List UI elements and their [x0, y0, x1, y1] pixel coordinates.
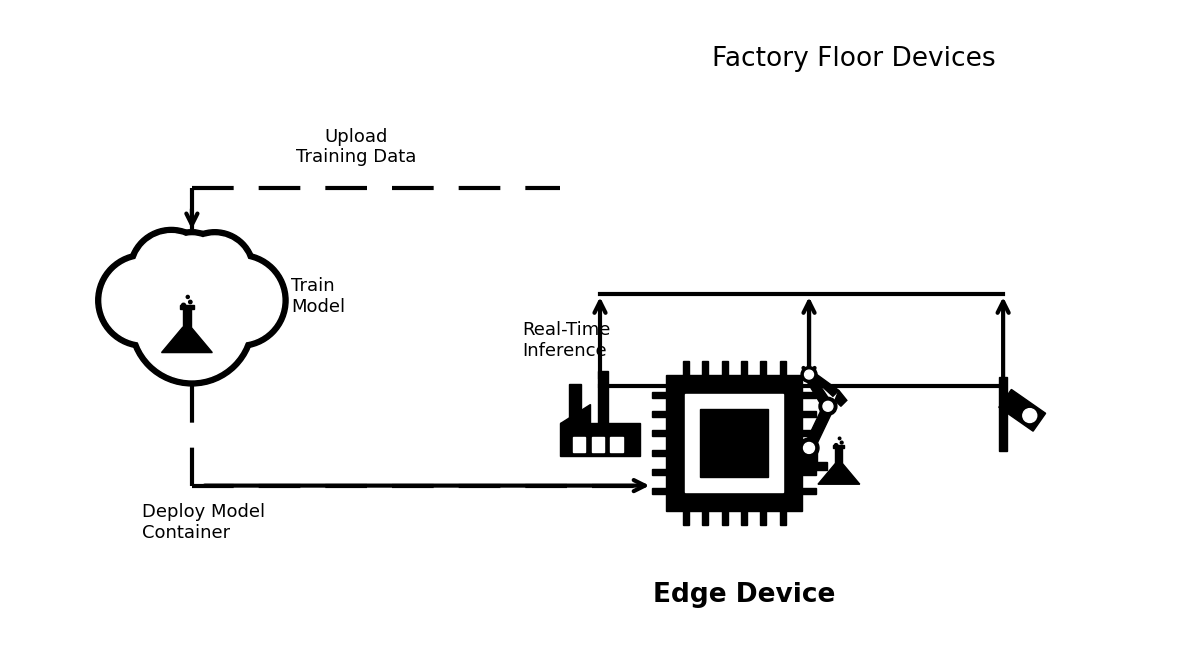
- Bar: [791, 462, 827, 470]
- Text: Edge Device: Edge Device: [653, 582, 835, 607]
- Circle shape: [180, 236, 250, 306]
- Bar: [702, 511, 708, 525]
- Bar: [1000, 376, 1007, 451]
- Bar: [666, 375, 803, 511]
- Bar: [803, 411, 816, 417]
- Circle shape: [192, 252, 288, 349]
- Bar: [572, 437, 586, 452]
- Polygon shape: [835, 391, 847, 406]
- Bar: [653, 469, 666, 475]
- Circle shape: [802, 367, 817, 382]
- Bar: [702, 361, 708, 375]
- Bar: [803, 392, 816, 398]
- Circle shape: [128, 260, 254, 386]
- Polygon shape: [809, 374, 839, 397]
- Bar: [182, 309, 191, 327]
- Bar: [685, 395, 784, 492]
- Bar: [683, 361, 689, 375]
- Circle shape: [818, 397, 836, 415]
- Bar: [833, 445, 845, 448]
- Bar: [721, 361, 727, 375]
- Polygon shape: [560, 404, 589, 423]
- Polygon shape: [818, 463, 859, 484]
- Circle shape: [186, 295, 190, 299]
- Circle shape: [102, 259, 186, 342]
- Bar: [721, 511, 727, 525]
- Circle shape: [840, 441, 844, 444]
- Bar: [180, 306, 193, 309]
- Polygon shape: [162, 327, 212, 352]
- Circle shape: [155, 230, 228, 302]
- Bar: [761, 361, 767, 375]
- Bar: [683, 511, 689, 525]
- Bar: [803, 450, 816, 456]
- Polygon shape: [804, 376, 834, 406]
- Text: Train
Model: Train Model: [292, 277, 346, 315]
- Bar: [653, 411, 666, 417]
- Text: Upload
Training Data: Upload Training Data: [296, 128, 416, 166]
- Bar: [560, 423, 640, 456]
- Circle shape: [823, 401, 833, 411]
- Circle shape: [188, 300, 192, 304]
- Text: Factory Floor Devices: Factory Floor Devices: [712, 46, 996, 72]
- Circle shape: [127, 227, 215, 314]
- Text: Real-Time
Inference: Real-Time Inference: [522, 321, 611, 360]
- Bar: [569, 384, 581, 423]
- Bar: [653, 392, 666, 398]
- Bar: [802, 450, 817, 462]
- Bar: [742, 361, 748, 375]
- Polygon shape: [803, 408, 834, 448]
- Circle shape: [804, 370, 814, 379]
- Circle shape: [136, 267, 248, 380]
- Bar: [598, 371, 608, 423]
- Circle shape: [804, 443, 815, 454]
- Bar: [653, 450, 666, 456]
- Circle shape: [1022, 409, 1037, 422]
- Circle shape: [174, 230, 256, 312]
- Circle shape: [162, 236, 222, 297]
- Bar: [653, 430, 666, 436]
- Circle shape: [134, 234, 209, 308]
- Bar: [742, 511, 748, 525]
- Polygon shape: [998, 389, 1045, 431]
- Bar: [780, 511, 786, 525]
- Text: Deploy Model
Container: Deploy Model Container: [142, 504, 265, 543]
- Circle shape: [799, 438, 818, 458]
- Bar: [835, 448, 842, 463]
- Bar: [761, 511, 767, 525]
- Bar: [592, 437, 604, 452]
- Bar: [803, 430, 816, 436]
- Circle shape: [839, 437, 841, 439]
- Circle shape: [198, 259, 282, 342]
- Bar: [780, 361, 786, 375]
- Bar: [611, 437, 623, 452]
- Circle shape: [834, 444, 838, 447]
- Bar: [701, 409, 768, 477]
- Bar: [803, 469, 816, 475]
- Circle shape: [96, 252, 192, 349]
- Bar: [653, 488, 666, 495]
- Bar: [803, 488, 816, 495]
- Circle shape: [181, 303, 186, 308]
